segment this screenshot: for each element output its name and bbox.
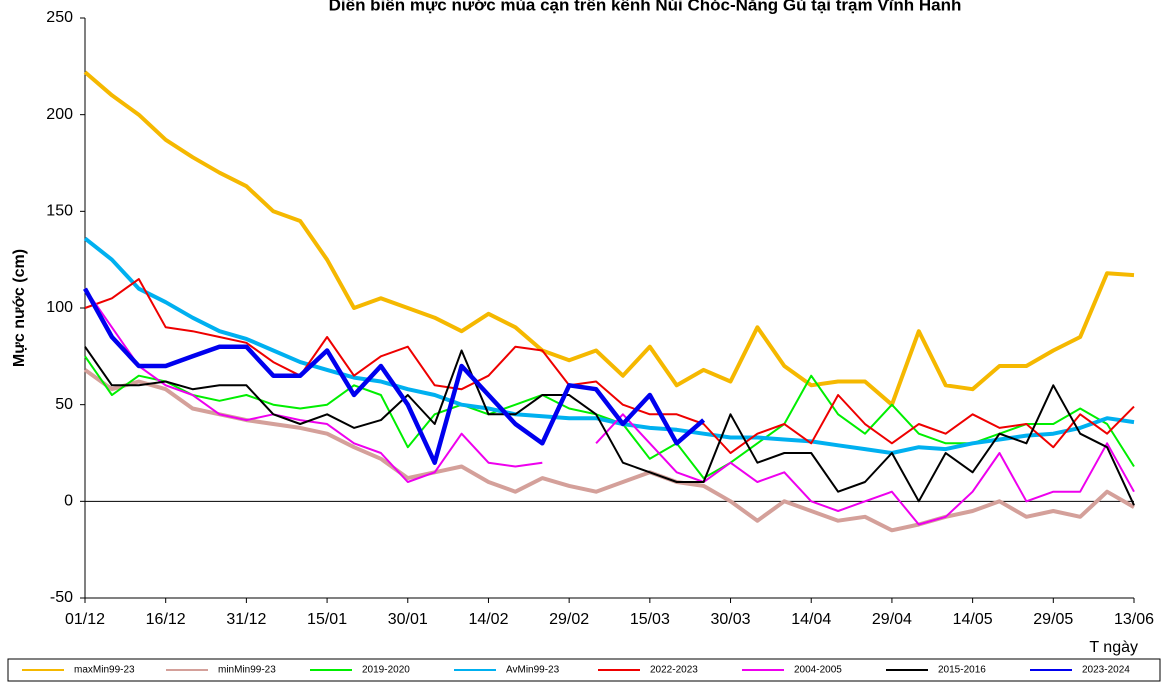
series-line (84, 346, 1135, 506)
x-tick-label: 30/01 (388, 611, 428, 628)
legend-box (7, 658, 1161, 682)
x-tick-label: 14/04 (791, 611, 831, 628)
y-tick-label: 150 (46, 203, 73, 220)
x-tick-label: 29/04 (872, 611, 912, 628)
x-tick-label: 31/12 (226, 611, 266, 628)
x-tick-label: 16/12 (146, 611, 186, 628)
series-line (83, 70, 1135, 407)
x-tick-label: 30/03 (711, 611, 751, 628)
x-tick-label: 14/05 (953, 611, 993, 628)
chart-title: Diễn biến mực nước mùa cạn trên kênh Núi… (329, 0, 962, 14)
y-tick-label: -50 (50, 589, 73, 606)
legend-label: minMin99-23 (218, 665, 276, 676)
x-tick-label: 13/06 (1114, 611, 1154, 628)
y-tick-label: 0 (64, 493, 73, 510)
legend-label: 2023-2024 (1082, 665, 1130, 676)
series-line (83, 287, 706, 465)
legend-label: maxMin99-23 (74, 665, 135, 676)
y-tick-label: 250 (46, 9, 73, 26)
x-tick-label: 29/05 (1033, 611, 1073, 628)
legend-label: 2004-2005 (794, 665, 842, 676)
legend-label: 2019-2020 (362, 665, 410, 676)
x-tick-label: 01/12 (65, 611, 105, 628)
series-line (84, 278, 1135, 454)
legend-label: AvMin99-23 (506, 665, 560, 676)
legend-label: 2015-2016 (938, 665, 986, 676)
x-tick-label: 14/02 (468, 611, 508, 628)
x-tick-label: 15/01 (307, 611, 347, 628)
legend-label: 2022-2023 (650, 665, 698, 676)
x-tick-label: 15/03 (630, 611, 670, 628)
y-tick-label: 100 (46, 299, 73, 316)
x-tick-label: 29/02 (549, 611, 589, 628)
x-axis-label: T ngày (1089, 639, 1138, 656)
y-tick-label: 200 (46, 106, 73, 123)
series-line (83, 368, 1135, 533)
series-line (83, 236, 1135, 455)
y-tick-label: 50 (55, 396, 73, 413)
y-axis-label: Mực nước (cm) (11, 249, 28, 367)
